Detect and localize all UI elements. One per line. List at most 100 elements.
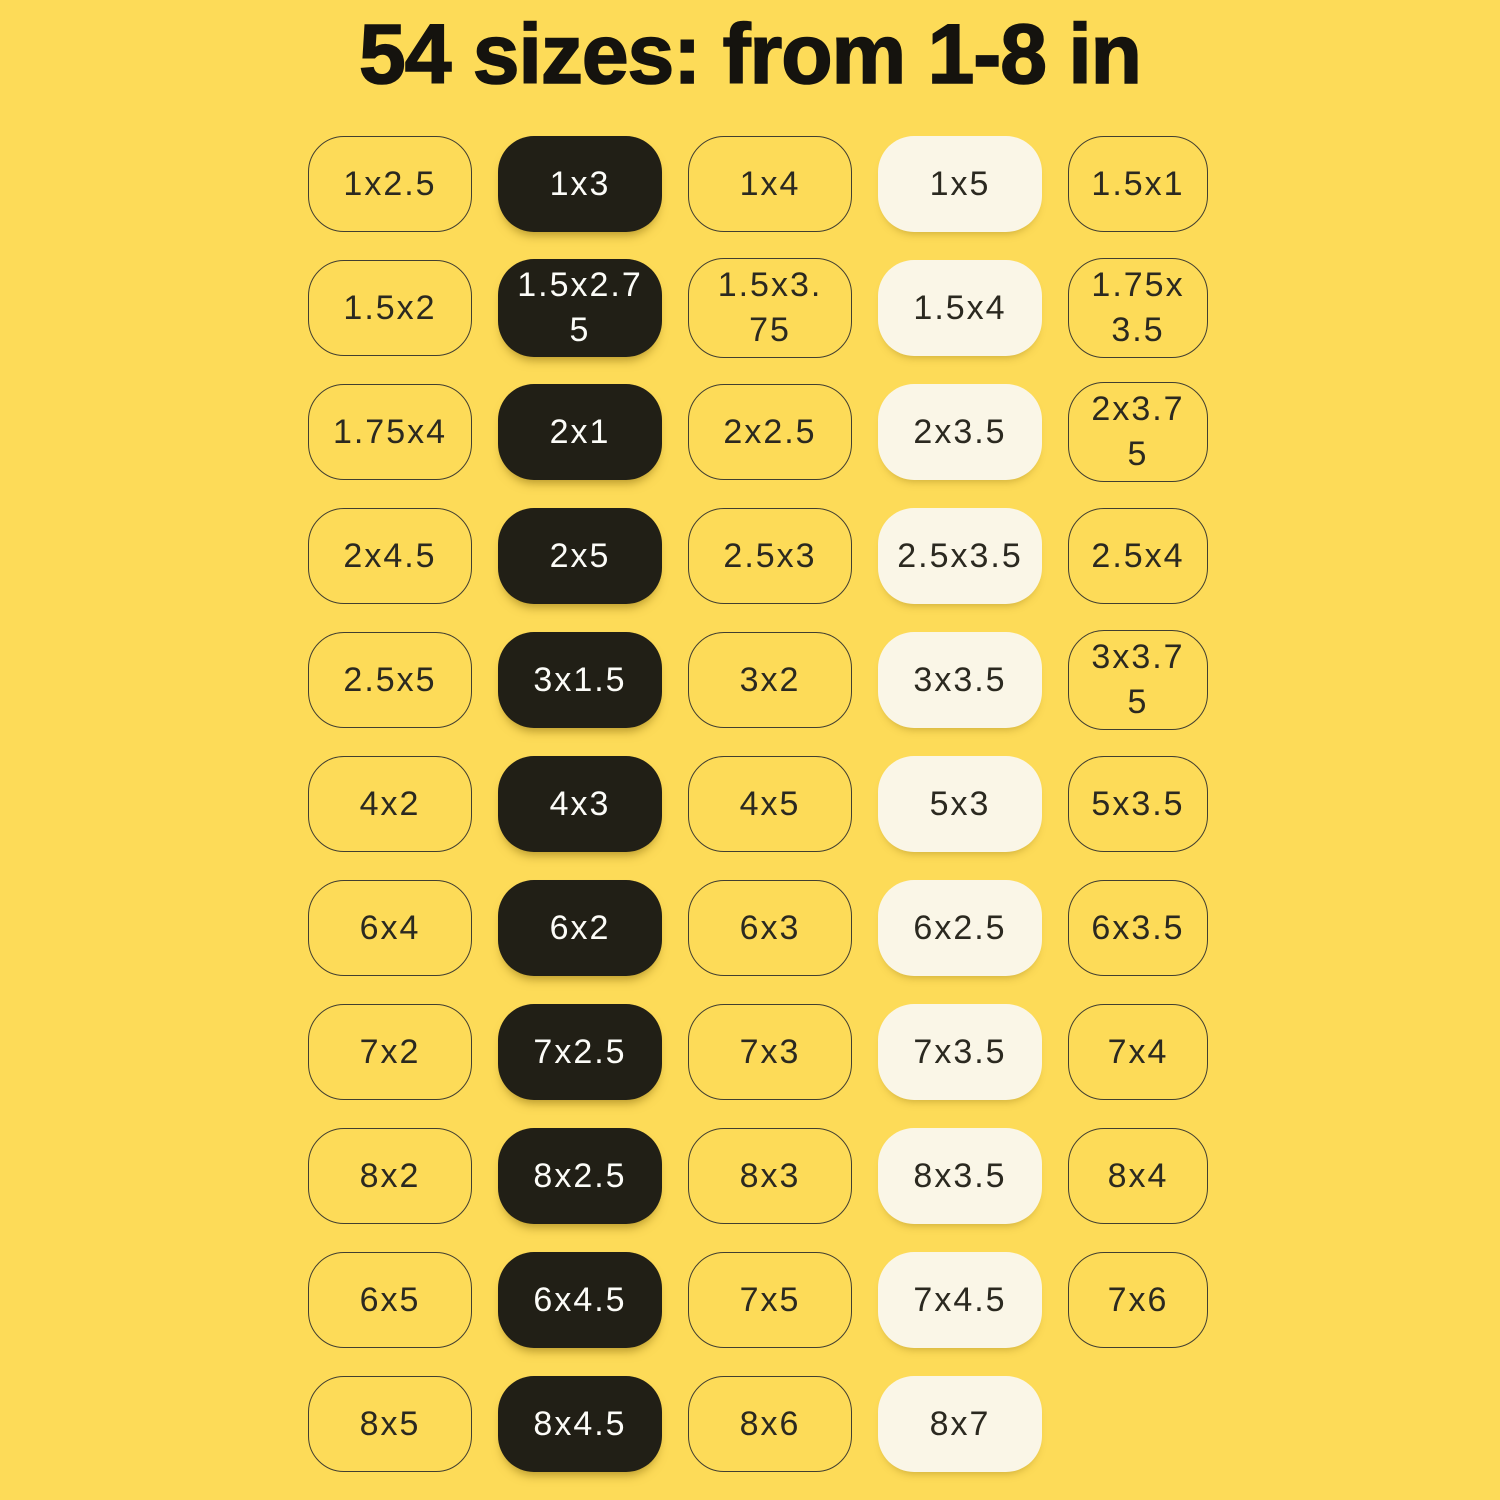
size-pill: 3x1.5 (498, 632, 662, 728)
size-pill: 2.5x3 (688, 508, 852, 604)
size-pill: 6x3.5 (1068, 880, 1208, 976)
grid-cell: 8x2.5 (498, 1114, 662, 1238)
grid-cell: 1.75x4 (308, 370, 472, 494)
size-pill: 6x3 (688, 880, 852, 976)
grid-cell: 6x4.5 (498, 1238, 662, 1362)
grid-cell (1068, 1362, 1208, 1486)
grid-cell: 2x2.5 (688, 370, 852, 494)
grid-cell: 2.5x3.5 (878, 494, 1042, 618)
size-pill: 4x5 (688, 756, 852, 852)
grid-cell: 2x4.5 (308, 494, 472, 618)
size-pill: 6x4 (308, 880, 472, 976)
grid-cell: 6x5 (308, 1238, 472, 1362)
size-pill: 1.5x2.75 (498, 259, 662, 357)
size-pill: 2x5 (498, 508, 662, 604)
grid-cell: 2x5 (498, 494, 662, 618)
grid-cell: 8x2 (308, 1114, 472, 1238)
grid-cell: 8x6 (688, 1362, 852, 1486)
size-pill: 7x4.5 (878, 1252, 1042, 1348)
grid-cell: 1.75x3.5 (1068, 246, 1208, 370)
size-pill: 7x2.5 (498, 1004, 662, 1100)
size-pill: 8x4.5 (498, 1376, 662, 1472)
size-pill: 8x3 (688, 1128, 852, 1224)
size-pill: 2x3.75 (1068, 382, 1208, 482)
grid-cell: 7x2 (308, 990, 472, 1114)
size-pill: 1.5x2 (308, 260, 472, 356)
size-pill: 4x3 (498, 756, 662, 852)
grid-cell: 3x2 (688, 618, 852, 742)
size-pill: 8x6 (688, 1376, 852, 1472)
size-pill: 8x3.5 (878, 1128, 1042, 1224)
grid-cell: 6x4 (308, 866, 472, 990)
size-pill: 8x5 (308, 1376, 472, 1472)
size-pill: 6x5 (308, 1252, 472, 1348)
size-pill: 3x3.5 (878, 632, 1042, 728)
size-pill: 6x2 (498, 880, 662, 976)
page-title: 54 sizes: from 1-8 in (358, 6, 1143, 102)
grid-cell: 7x4.5 (878, 1238, 1042, 1362)
grid-cell: 1.5x4 (878, 246, 1042, 370)
grid-cell: 7x4 (1068, 990, 1208, 1114)
grid-cell: 6x2.5 (878, 866, 1042, 990)
size-pill: 8x4 (1068, 1128, 1208, 1224)
grid-cell: 1.5x1 (1068, 122, 1208, 246)
size-pill: 3x2 (688, 632, 852, 728)
grid-cell: 2.5x3 (688, 494, 852, 618)
grid-cell: 7x2.5 (498, 990, 662, 1114)
grid-cell: 2.5x4 (1068, 494, 1208, 618)
grid-cell: 3x3.5 (878, 618, 1042, 742)
size-pill: 7x4 (1068, 1004, 1208, 1100)
size-grid: 1x2.5 1x3 1x4 1x5 1.5x1 1.5x2 1.5x2.75 1.5x3.75… (308, 122, 1208, 1486)
grid-cell: 3x3.75 (1068, 618, 1208, 742)
grid-cell: 6x2 (498, 866, 662, 990)
size-pill: 8x7 (878, 1376, 1042, 1472)
grid-cell: 2x1 (498, 370, 662, 494)
grid-cell: 8x7 (878, 1362, 1042, 1486)
grid-cell: 2x3.5 (878, 370, 1042, 494)
size-pill: 1.5x3.75 (688, 258, 852, 358)
grid-cell: 6x3.5 (1068, 866, 1208, 990)
grid-cell: 8x5 (308, 1362, 472, 1486)
grid-cell: 6x3 (688, 866, 852, 990)
size-pill: 7x6 (1068, 1252, 1208, 1348)
grid-cell: 4x2 (308, 742, 472, 866)
size-pill: 1.5x1 (1068, 136, 1208, 232)
size-pill: 7x3 (688, 1004, 852, 1100)
grid-cell: 1.5x3.75 (688, 246, 852, 370)
grid-cell: 8x3 (688, 1114, 852, 1238)
grid-cell: 1x5 (878, 122, 1042, 246)
grid-cell: 1x4 (688, 122, 852, 246)
size-pill: 7x2 (308, 1004, 472, 1100)
size-pill: 1x2.5 (308, 136, 472, 232)
size-pill: 7x3.5 (878, 1004, 1042, 1100)
size-pill: 5x3 (878, 756, 1042, 852)
size-pill: 1.75x3.5 (1068, 258, 1208, 358)
size-pill: 6x2.5 (878, 880, 1042, 976)
grid-cell: 4x5 (688, 742, 852, 866)
grid-cell: 8x4.5 (498, 1362, 662, 1486)
grid-cell: 3x1.5 (498, 618, 662, 742)
grid-cell: 1x2.5 (308, 122, 472, 246)
size-pill: 2.5x4 (1068, 508, 1208, 604)
grid-cell: 2x3.75 (1068, 370, 1208, 494)
size-pill: 1.75x4 (308, 384, 472, 480)
size-pill: 2x3.5 (878, 384, 1042, 480)
size-pill: 4x2 (308, 756, 472, 852)
size-pill: 2.5x3.5 (878, 508, 1042, 604)
size-pill: 1x5 (878, 136, 1042, 232)
grid-cell: 2.5x5 (308, 618, 472, 742)
grid-cell: 1.5x2 (308, 246, 472, 370)
size-pill: 2x4.5 (308, 508, 472, 604)
size-pill: 8x2.5 (498, 1128, 662, 1224)
grid-cell: 1x3 (498, 122, 662, 246)
grid-cell: 7x6 (1068, 1238, 1208, 1362)
size-pill: 2x2.5 (688, 384, 852, 480)
grid-cell: 8x3.5 (878, 1114, 1042, 1238)
size-pill: 1x4 (688, 136, 852, 232)
size-pill: 2x1 (498, 384, 662, 480)
size-pill: 6x4.5 (498, 1252, 662, 1348)
size-pill: 2.5x5 (308, 632, 472, 728)
size-pill: 3x3.75 (1068, 630, 1208, 730)
size-pill: 5x3.5 (1068, 756, 1208, 852)
